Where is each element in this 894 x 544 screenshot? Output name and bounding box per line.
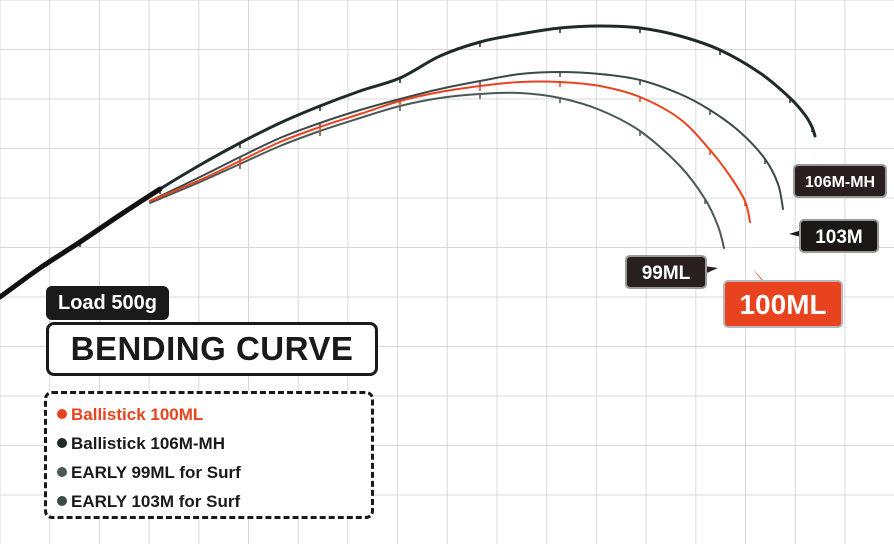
load-badge: Load 500g bbox=[46, 286, 169, 320]
callout-box bbox=[799, 219, 879, 253]
callout-box bbox=[793, 164, 887, 198]
callout-99ml: 99ML bbox=[625, 255, 718, 289]
curves bbox=[0, 24, 817, 300]
legend-label: Ballistick 106M-MH bbox=[71, 434, 225, 453]
callout-box bbox=[723, 280, 843, 328]
series-line-100ml bbox=[149, 80, 751, 223]
callout-label: 103M bbox=[815, 227, 863, 248]
callout-label: 99ML bbox=[642, 263, 691, 284]
legend-item-99ml: EARLY 99ML for Surf bbox=[57, 458, 371, 487]
legend-item-106m-mh: Ballistick 106M-MH bbox=[57, 429, 371, 458]
legend: Ballistick 100ML Ballistick 106M-MH EARL… bbox=[44, 391, 374, 519]
legend-dot bbox=[57, 409, 67, 419]
callout-box bbox=[625, 255, 707, 289]
legend-label: Ballistick 100ML bbox=[71, 405, 204, 424]
legend-item-100ml: Ballistick 100ML bbox=[57, 400, 371, 429]
callout-label: 106M-MH bbox=[805, 174, 875, 191]
callout-label: 100ML bbox=[739, 289, 826, 320]
callout-100ml: 100ML bbox=[723, 268, 843, 328]
legend-dot bbox=[57, 467, 67, 477]
chart-title: BENDING CURVE bbox=[46, 322, 378, 376]
legend-dot bbox=[57, 438, 67, 448]
callout-pointer bbox=[752, 268, 772, 291]
callout-106m-mh: 106M-MH bbox=[793, 152, 887, 198]
series-line-99ml bbox=[149, 91, 725, 249]
series-line-103m bbox=[149, 71, 784, 210]
legend-label: EARLY 103M for Surf bbox=[71, 492, 241, 511]
legend-label: EARLY 99ML for Surf bbox=[71, 463, 241, 482]
callout-103m: 103M bbox=[789, 219, 879, 253]
rod-butt-section bbox=[0, 186, 163, 300]
curve-labels: 106M-MH 103M 100ML 99ML bbox=[625, 152, 887, 328]
legend-dot bbox=[57, 496, 67, 506]
legend-item-103m: EARLY 103M for Surf bbox=[57, 487, 371, 516]
